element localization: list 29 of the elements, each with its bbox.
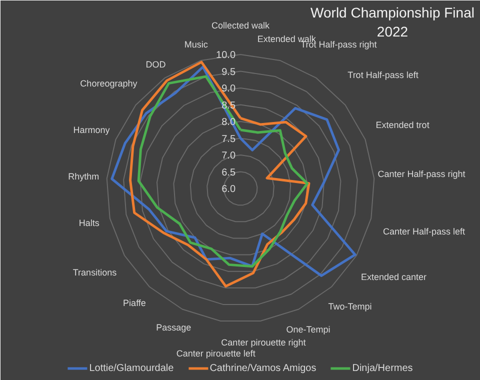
spoke-label: DOD bbox=[146, 59, 166, 70]
spoke-label: Halts bbox=[78, 218, 100, 228]
spoke-label: Extended trot bbox=[376, 120, 430, 130]
legend-label: Cathrine/Vamos Amigos bbox=[210, 362, 316, 374]
spoke-label: One-Tempi bbox=[286, 324, 330, 334]
spoke-label: Music bbox=[184, 40, 208, 50]
spoke-label: Canter pirouette right bbox=[221, 338, 306, 348]
legend-label: Dinja/Hermes bbox=[352, 362, 413, 374]
y-tick-label: 9.0 bbox=[222, 84, 236, 94]
spoke-label: Piaffe bbox=[123, 298, 146, 308]
y-tick-label: 9.5 bbox=[222, 66, 236, 78]
spoke-label: Passage bbox=[156, 322, 192, 332]
y-tick-label: 6.5 bbox=[222, 167, 236, 178]
spoke-label: Extended canter bbox=[360, 272, 427, 282]
y-tick-label: 7.0 bbox=[222, 150, 236, 162]
spoke-label: Harmony bbox=[73, 125, 110, 136]
spoke-label: Canter pirouette left bbox=[176, 348, 256, 358]
y-tick-label: 7.5 bbox=[222, 134, 236, 145]
y-tick-label: 10.0 bbox=[216, 50, 236, 61]
spoke-label: Two-Tempi bbox=[328, 302, 372, 312]
spoke-label: Collected walk bbox=[211, 20, 270, 30]
spoke-label: Choreography bbox=[80, 78, 138, 88]
spoke-label: Transitions bbox=[72, 268, 118, 278]
spoke-label: Canter Half-pass left bbox=[382, 226, 466, 237]
spoke-label: Canter Half-pass right bbox=[378, 168, 466, 179]
legend-label: Lottie/Glamourdale bbox=[89, 362, 174, 374]
y-tick-label: 6.0 bbox=[222, 184, 236, 195]
spoke-label: Trot Half-pass left bbox=[348, 70, 419, 80]
spoke-label: Rhythm bbox=[68, 172, 100, 182]
